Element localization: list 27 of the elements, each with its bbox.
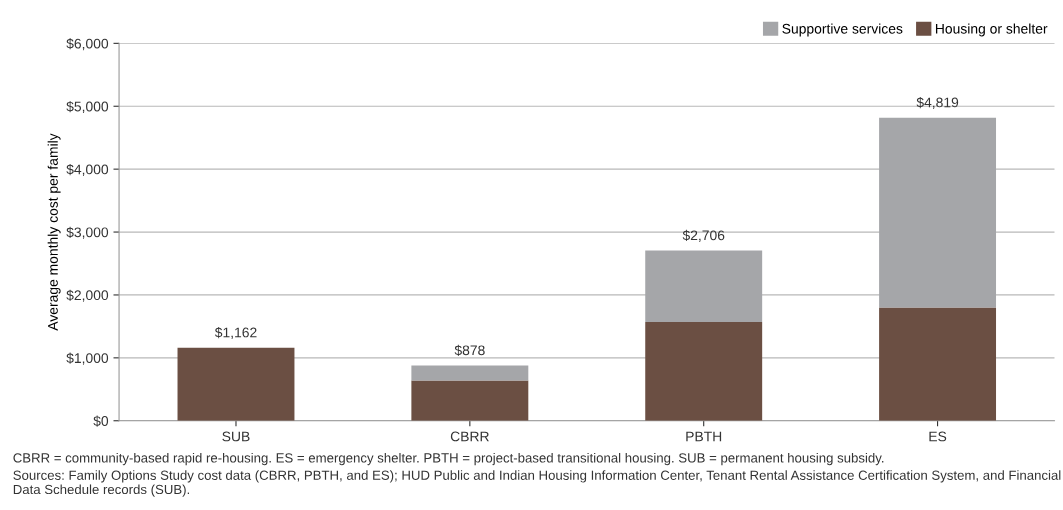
bar [411,365,529,381]
bar [411,380,529,421]
bar [645,322,763,421]
y-tick-label: $0 [93,415,109,427]
bar [879,117,997,308]
y-tick-label: $5,000 [66,101,109,114]
x-tick-label: ES [929,431,947,442]
legend-label: Supportive services [782,23,903,37]
y-axis-title: Average monthly cost per family [47,133,61,331]
y-tick-label: $3,000 [66,226,109,239]
total-label: $4,819 [916,96,959,109]
bar [177,347,295,421]
text: CBRR = community-based rapid re-housing. ES = emergency shelter. PBTH = project-based transitional housing. SUB = permanent housing subsidy. [13,452,884,466]
total-label: $2,706 [682,229,725,242]
source-note: Sources: Family Options Study cost data (CBRR, PBTH, and ES); HUD Public and Indian Housing Information Center, Tenant Rental Assistance Certification System, and Financial Data Schedule records (SUB). [13,470,1061,497]
y-tick-label: $1,000 [66,352,109,365]
x-tick-label: SUB [222,431,250,442]
x-tick-label: PBTH [686,431,722,442]
bar [645,250,763,322]
total-label: $878 [454,344,485,357]
x-tick-label: CBRR [450,431,489,442]
y-tick-label: $4,000 [66,163,109,176]
bar [879,307,997,421]
legend-label: Housing or shelter [935,23,1048,37]
y-tick-label: $2,000 [66,289,109,302]
y-tick-label: $6,000 [66,38,109,51]
total-label: $1,162 [214,326,257,340]
